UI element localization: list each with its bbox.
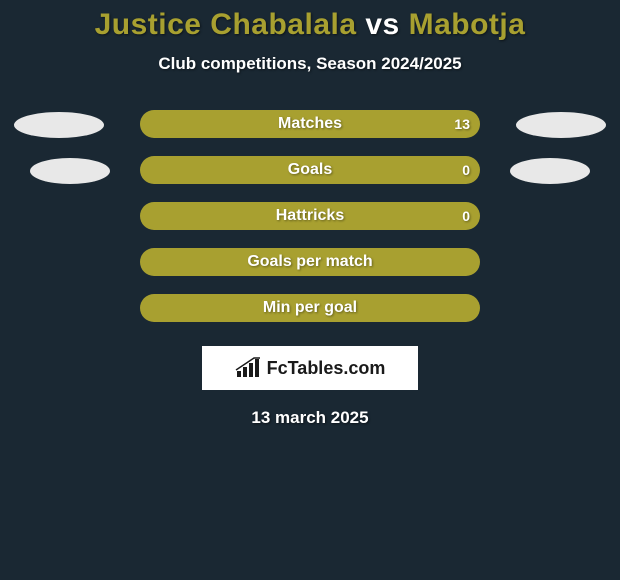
stat-value: 0	[462, 162, 470, 178]
logo-text: FcTables.com	[267, 358, 386, 379]
stat-bar: Hattricks 0	[140, 202, 480, 230]
fctables-logo: FcTables.com	[202, 346, 418, 390]
stat-label: Goals per match	[247, 253, 372, 271]
subtitle: Club competitions, Season 2024/2025	[0, 54, 620, 74]
comparison-chart: Matches 13 Goals 0 Hattricks 0 Goals per…	[0, 108, 620, 338]
player1-name: Justice Chabalala	[95, 8, 357, 41]
stat-row-hattricks: Hattricks 0	[0, 200, 620, 246]
stat-label: Min per goal	[263, 299, 357, 317]
stat-value: 0	[462, 208, 470, 224]
bar-chart-icon	[235, 357, 261, 379]
stat-bar: Matches 13	[140, 110, 480, 138]
stat-row-goals-per-match: Goals per match	[0, 246, 620, 292]
date-label: 13 march 2025	[0, 408, 620, 428]
player2-name: Mabotja	[409, 8, 526, 41]
stat-bar: Min per goal	[140, 294, 480, 322]
vs-separator: vs	[357, 8, 409, 41]
stat-label: Hattricks	[276, 207, 344, 225]
ellipse-icon	[510, 158, 590, 184]
page-title: Justice Chabalala vs Mabotja	[0, 8, 620, 42]
stat-value: 13	[454, 116, 470, 132]
stat-label: Matches	[278, 115, 342, 133]
ellipse-icon	[516, 112, 606, 138]
stat-bar: Goals 0	[140, 156, 480, 184]
stat-label: Goals	[288, 161, 332, 179]
stat-row-min-per-goal: Min per goal	[0, 292, 620, 338]
ellipse-icon	[30, 158, 110, 184]
ellipse-icon	[14, 112, 104, 138]
stat-row-goals: Goals 0	[0, 154, 620, 200]
stat-bar: Goals per match	[140, 248, 480, 276]
stats-comparison-card: Justice Chabalala vs Mabotja Club compet…	[0, 0, 620, 580]
stat-row-matches: Matches 13	[0, 108, 620, 154]
